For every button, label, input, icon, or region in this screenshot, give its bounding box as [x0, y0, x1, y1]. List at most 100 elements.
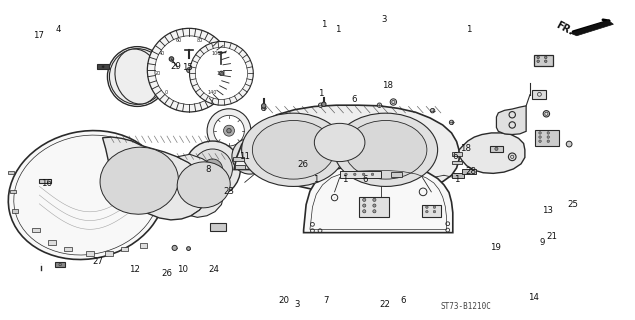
- Circle shape: [537, 60, 539, 62]
- Bar: [236, 165, 245, 169]
- Circle shape: [187, 247, 190, 251]
- Ellipse shape: [242, 113, 345, 187]
- Circle shape: [187, 68, 192, 73]
- Circle shape: [377, 103, 382, 108]
- Text: 9: 9: [540, 238, 545, 247]
- Circle shape: [538, 136, 541, 138]
- Bar: [140, 244, 147, 248]
- Ellipse shape: [213, 115, 244, 146]
- Ellipse shape: [130, 69, 144, 84]
- Bar: [98, 64, 109, 69]
- Circle shape: [538, 140, 541, 142]
- Ellipse shape: [252, 121, 335, 179]
- Text: 8: 8: [205, 165, 211, 174]
- Ellipse shape: [334, 113, 438, 187]
- Ellipse shape: [207, 109, 251, 153]
- Circle shape: [495, 147, 498, 150]
- Text: 3: 3: [382, 15, 387, 24]
- Ellipse shape: [115, 49, 159, 104]
- Text: 24: 24: [208, 265, 219, 275]
- Circle shape: [543, 111, 549, 117]
- Text: 25: 25: [568, 200, 578, 209]
- Ellipse shape: [245, 151, 255, 161]
- Text: 6: 6: [363, 175, 368, 184]
- Ellipse shape: [224, 125, 234, 136]
- Ellipse shape: [118, 57, 157, 96]
- Circle shape: [544, 56, 547, 59]
- Ellipse shape: [185, 141, 241, 197]
- Ellipse shape: [8, 131, 165, 260]
- Bar: [391, 172, 402, 177]
- Text: 1: 1: [314, 175, 319, 184]
- Circle shape: [433, 210, 436, 213]
- Bar: [32, 228, 40, 232]
- Polygon shape: [459, 133, 525, 173]
- Text: 20: 20: [279, 296, 290, 305]
- Text: 13: 13: [542, 206, 553, 215]
- Ellipse shape: [203, 159, 222, 179]
- Bar: [451, 173, 464, 178]
- Text: 17: 17: [32, 31, 44, 40]
- Bar: [48, 240, 56, 245]
- Bar: [210, 223, 226, 231]
- Circle shape: [509, 153, 516, 161]
- Text: 18: 18: [460, 144, 471, 153]
- Circle shape: [373, 204, 376, 207]
- Circle shape: [169, 57, 174, 61]
- Bar: [8, 171, 14, 174]
- Ellipse shape: [189, 42, 253, 105]
- Text: 1: 1: [454, 175, 459, 184]
- Text: 3: 3: [295, 300, 300, 309]
- Circle shape: [425, 206, 428, 208]
- Polygon shape: [234, 105, 459, 192]
- Circle shape: [544, 60, 547, 62]
- Circle shape: [354, 173, 356, 176]
- Text: 16: 16: [41, 180, 53, 188]
- Ellipse shape: [345, 121, 427, 179]
- Circle shape: [566, 141, 572, 147]
- Text: 60: 60: [175, 37, 182, 43]
- Bar: [39, 179, 51, 183]
- Text: 27: 27: [92, 258, 103, 267]
- Polygon shape: [304, 166, 453, 233]
- Circle shape: [538, 132, 541, 134]
- Circle shape: [425, 210, 428, 213]
- Bar: [422, 204, 441, 217]
- Circle shape: [547, 140, 549, 142]
- Circle shape: [373, 210, 376, 213]
- Text: 20: 20: [154, 71, 161, 76]
- Text: 140: 140: [207, 90, 217, 95]
- Circle shape: [537, 56, 539, 59]
- Circle shape: [318, 103, 323, 108]
- Circle shape: [450, 120, 454, 124]
- Ellipse shape: [155, 36, 224, 104]
- Bar: [490, 146, 503, 152]
- Bar: [105, 252, 112, 256]
- Circle shape: [363, 198, 366, 201]
- Text: 11: 11: [239, 152, 250, 161]
- Polygon shape: [570, 20, 613, 36]
- Ellipse shape: [232, 138, 268, 174]
- Text: 21: 21: [546, 232, 557, 241]
- Bar: [12, 209, 18, 212]
- Text: 14: 14: [528, 292, 539, 301]
- Circle shape: [345, 173, 347, 176]
- Circle shape: [262, 106, 266, 111]
- Text: 4: 4: [55, 25, 61, 34]
- Circle shape: [363, 173, 365, 176]
- Text: 1: 1: [321, 20, 326, 29]
- Bar: [462, 169, 476, 174]
- Text: 6: 6: [351, 95, 357, 104]
- Circle shape: [321, 102, 326, 107]
- Text: 1: 1: [335, 25, 340, 34]
- Circle shape: [363, 204, 366, 207]
- Bar: [533, 90, 546, 99]
- Text: 40: 40: [159, 51, 165, 56]
- Text: 15: 15: [182, 63, 194, 72]
- Bar: [535, 130, 559, 146]
- Ellipse shape: [314, 123, 365, 162]
- Circle shape: [547, 136, 549, 138]
- Text: 28: 28: [465, 167, 476, 176]
- Circle shape: [373, 198, 376, 201]
- Circle shape: [303, 163, 307, 167]
